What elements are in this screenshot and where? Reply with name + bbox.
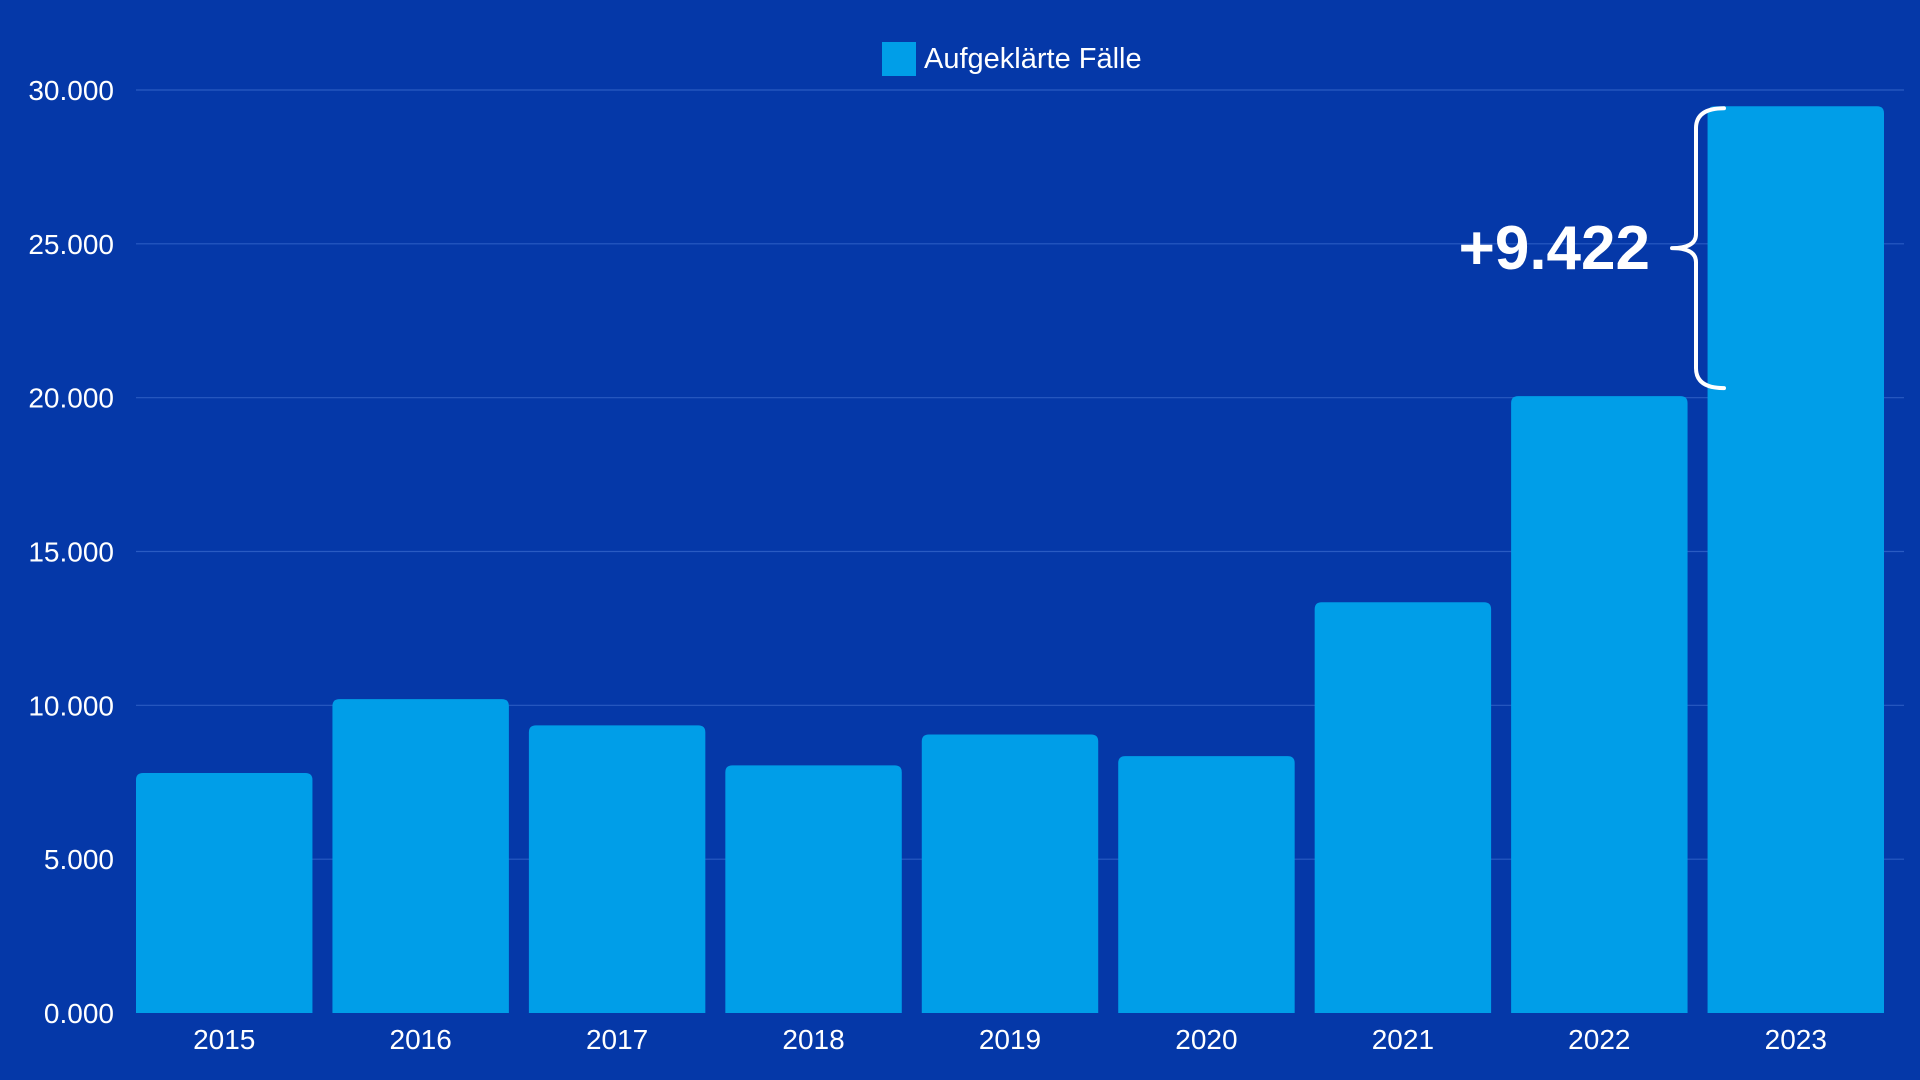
x-tick-label: 2023 [1765, 1024, 1827, 1055]
legend-label: Aufgeklärte Fälle [924, 43, 1142, 75]
bar-2015 [136, 773, 313, 1013]
bar-2021 [1314, 602, 1492, 1013]
bar-2022 [1511, 396, 1688, 1014]
bar-2016 [332, 699, 509, 1013]
x-axis-ticks: 2015 2016 2017 2018 2019 2020 2021 2022 2023 [193, 1024, 1827, 1055]
difference-label: +9.422 [1459, 214, 1650, 283]
legend[interactable]: Aufgeklärte Fälle [882, 42, 1142, 76]
x-tick-label: 2016 [390, 1024, 452, 1055]
bar-2018 [725, 765, 902, 1013]
y-tick-label: 10.000 [28, 690, 114, 721]
x-tick-label: 2019 [979, 1024, 1041, 1055]
bars [136, 106, 1884, 1014]
x-tick-label: 2017 [586, 1024, 648, 1055]
y-tick-label: 25.000 [28, 229, 114, 260]
bar-2023 [1707, 106, 1884, 1013]
x-tick-label: 2021 [1372, 1024, 1434, 1055]
legend-swatch [882, 42, 916, 76]
x-tick-label: 2020 [1175, 1024, 1237, 1055]
difference-annotation: +9.422 [1459, 106, 1726, 391]
curly-brace-icon [1670, 106, 1726, 391]
y-tick-label: 15.000 [28, 537, 114, 568]
x-tick-label: 2022 [1568, 1024, 1630, 1055]
x-tick-label: 2018 [782, 1024, 844, 1055]
bar-2017 [528, 725, 706, 1013]
y-tick-label: 20.000 [28, 383, 114, 414]
y-axis-ticks: 0.000 5.000 10.000 15.000 20.000 25.000 30.000 [28, 75, 114, 1029]
bar-2019 [921, 734, 1099, 1013]
y-tick-label: 30.000 [28, 75, 114, 106]
y-tick-label: 5.000 [44, 844, 114, 875]
x-tick-label: 2015 [193, 1024, 255, 1055]
bar-2020 [1118, 756, 1295, 1013]
y-tick-label: 0.000 [44, 998, 114, 1029]
